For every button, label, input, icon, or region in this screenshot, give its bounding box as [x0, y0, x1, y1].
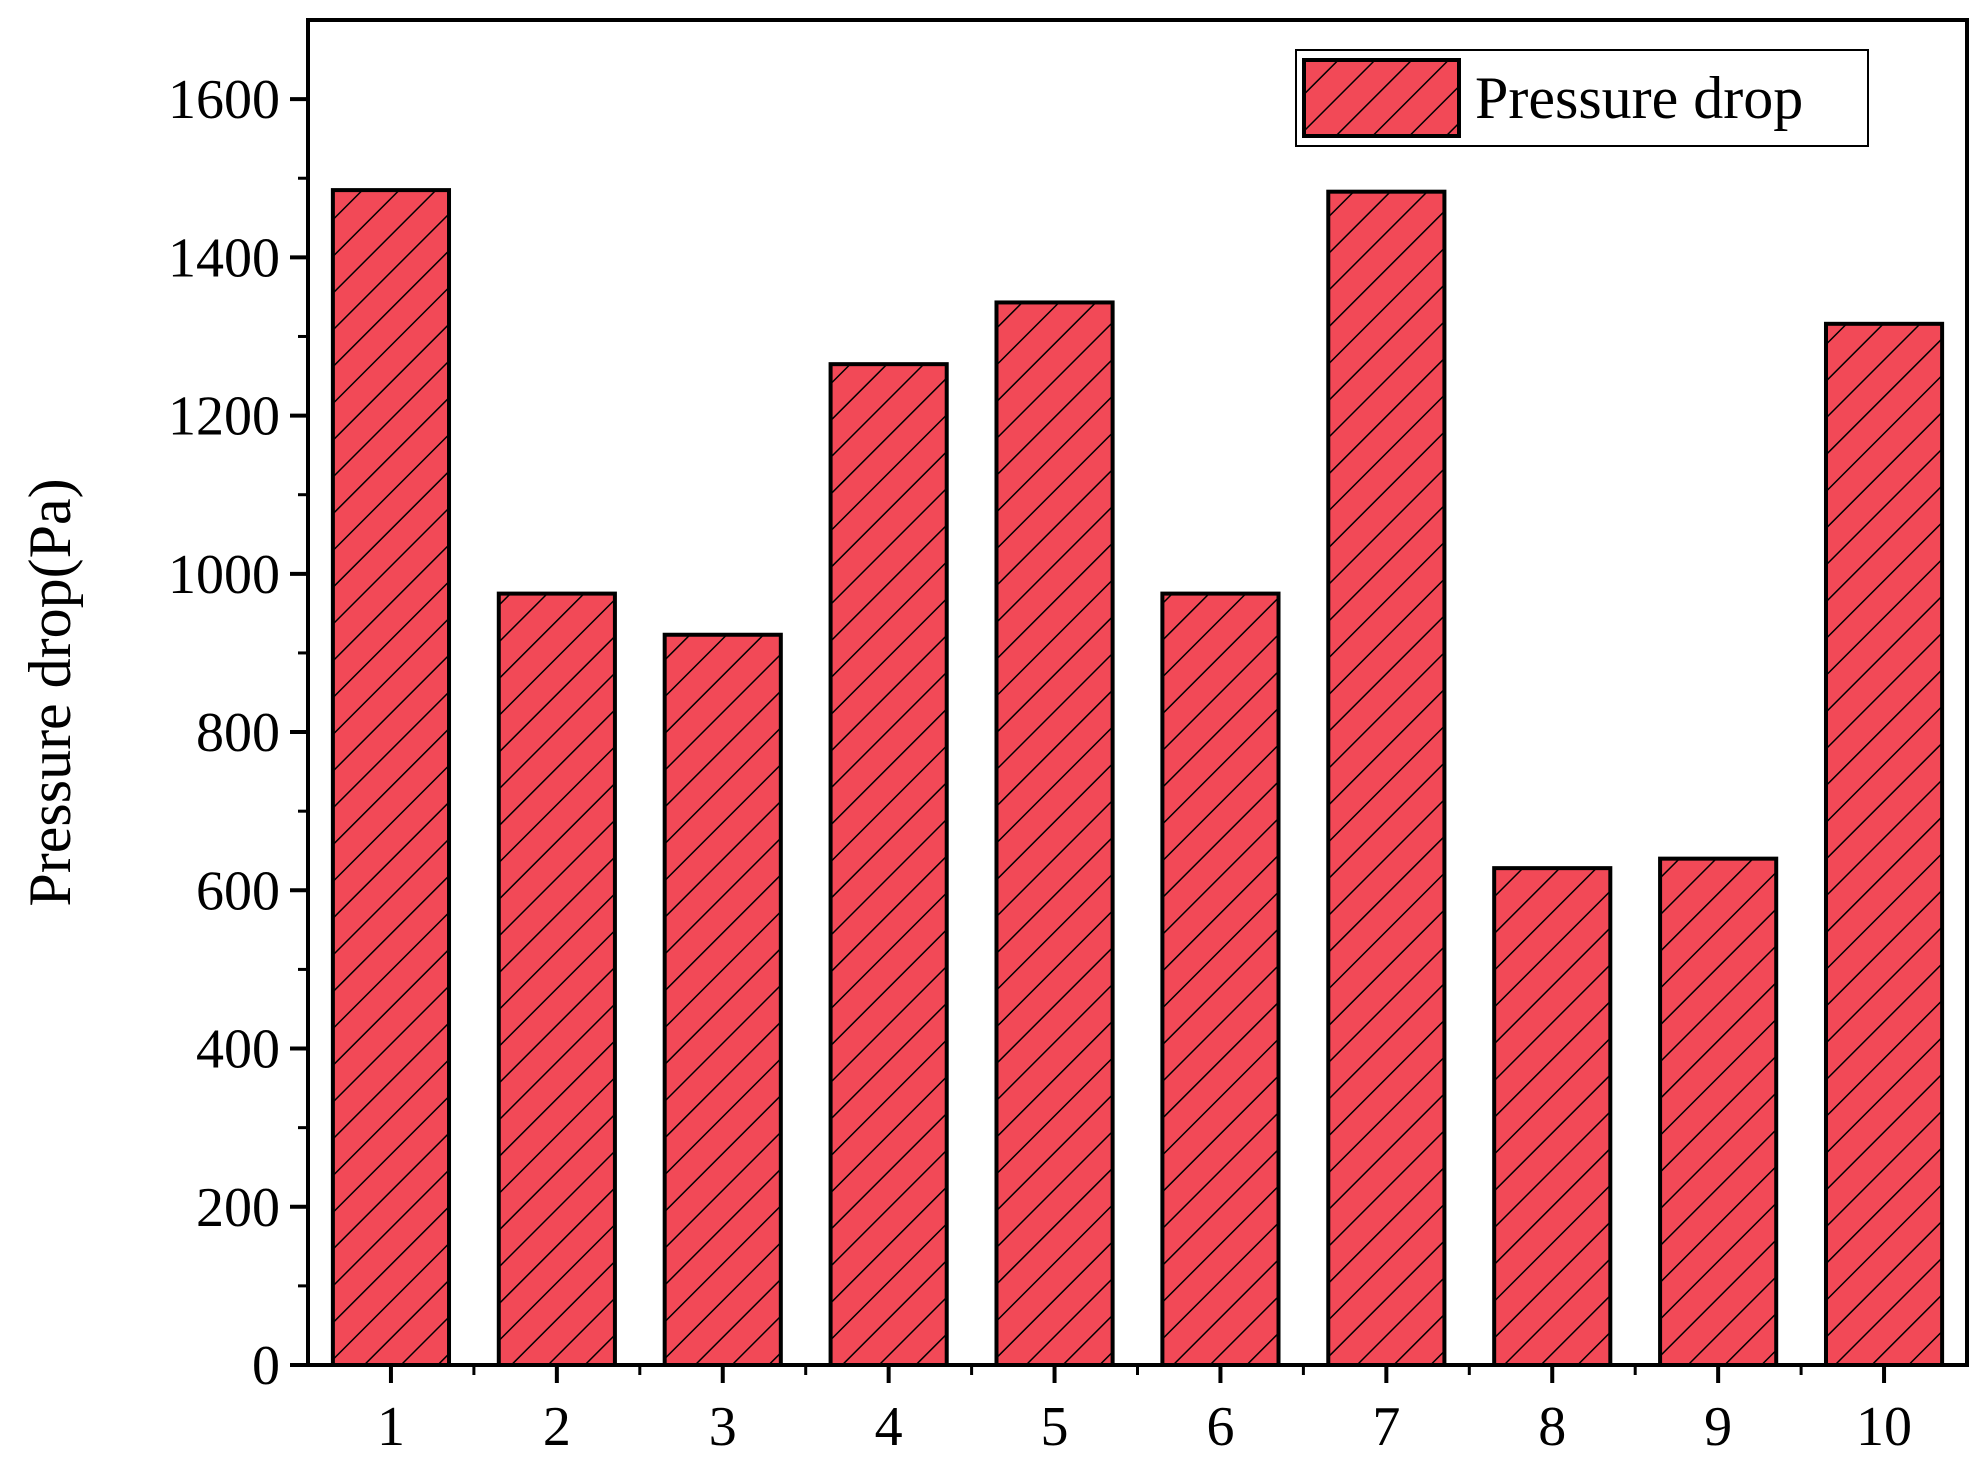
x-tick-label: 5 [1041, 1396, 1069, 1458]
bar-10 [1823, 321, 1945, 1367]
x-tick-label: 7 [1372, 1396, 1400, 1458]
y-tick-label: 800 [196, 702, 280, 764]
bar-5 [994, 300, 1115, 1368]
y-tick-label: 600 [196, 860, 280, 922]
legend-label: Pressure drop [1475, 65, 1803, 131]
x-tick-label: 1 [377, 1396, 405, 1458]
y-tick-label: 400 [196, 1019, 280, 1081]
plot-area-frame [306, 18, 1969, 1367]
x-tick-label: 8 [1538, 1396, 1566, 1458]
bar-8 [1492, 866, 1613, 1367]
x-tick-label: 10 [1856, 1396, 1912, 1458]
x-tick-label: 6 [1206, 1396, 1234, 1458]
y-tick-label: 1200 [168, 386, 280, 448]
bar-4 [828, 362, 949, 1368]
y-tick-label: 1600 [168, 69, 280, 131]
y-tick-label: 1000 [168, 544, 280, 606]
bar-6 [1160, 591, 1281, 1367]
x-tick-label: 2 [543, 1396, 571, 1458]
legend: Pressure drop [1295, 49, 1869, 147]
y-tick-label: 0 [252, 1335, 280, 1397]
y-axis-ticks: 0 200 400 600 800 1000 1200 1400 1600 [168, 69, 308, 1397]
x-tick-label: 3 [709, 1396, 737, 1458]
bars-group [330, 188, 1945, 1368]
legend-swatch [1302, 58, 1461, 138]
bar-3 [662, 632, 783, 1367]
bar-2 [496, 591, 617, 1367]
x-tick-label: 9 [1704, 1396, 1732, 1458]
x-axis-ticks: 1 2 3 4 5 6 7 8 9 10 [377, 1365, 1912, 1458]
y-tick-label: 1400 [168, 227, 280, 289]
x-tick-label: 4 [875, 1396, 903, 1458]
y-axis-title: Pressure drop(Pa) [17, 478, 83, 906]
y-tick-label: 200 [196, 1177, 280, 1239]
bar-7 [1326, 189, 1447, 1367]
bar-1 [330, 188, 452, 1368]
bar-9 [1658, 856, 1779, 1367]
